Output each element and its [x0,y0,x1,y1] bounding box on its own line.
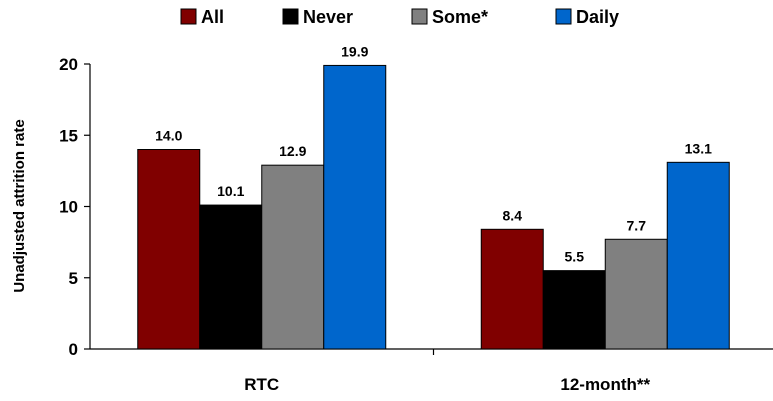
legend-swatch-all [180,8,197,25]
x-category-label: 12-month** [560,375,650,394]
bar-never-rtc [199,204,263,350]
legend-swatch-daily [555,8,572,25]
y-axis-label: Unadjusted attrition rate [11,119,28,292]
data-labels: 14.0 10.1 12.9 19.9 8.4 5.5 7.7 13.1 [155,43,712,264]
data-label: 8.4 [503,207,523,223]
legend: All Never Some* Daily [180,7,619,27]
y-tick-label: 15 [59,126,78,145]
data-label: 13.1 [685,140,712,156]
legend-swatch-never [282,8,299,25]
bar-some-12-month [604,238,668,350]
bars [137,64,730,350]
y-tick-label: 5 [69,269,78,288]
legend-label-some: Some* [432,7,488,27]
bar-daily-rtc [323,64,387,350]
x-category-label: RTC [244,375,279,394]
bar-some-rtc [261,164,325,350]
legend-label-daily: Daily [576,7,619,27]
y-tick-label: 20 [59,55,78,74]
bar-all-rtc [137,149,201,350]
data-label: 7.7 [627,217,647,233]
data-label: 19.9 [341,43,368,59]
y-tick-label: 10 [59,198,78,217]
bar-daily-12-month [666,161,730,350]
legend-label-all: All [201,7,224,27]
bar-never-12-month [542,270,606,350]
data-label: 5.5 [565,249,585,265]
legend-label-never: Never [303,7,353,27]
data-label: 10.1 [217,183,244,199]
y-tick-label: 0 [69,340,78,359]
data-label: 12.9 [279,143,306,159]
data-label: 14.0 [155,128,182,144]
legend-swatch-some [411,8,428,25]
bar-all-12-month [480,228,544,350]
